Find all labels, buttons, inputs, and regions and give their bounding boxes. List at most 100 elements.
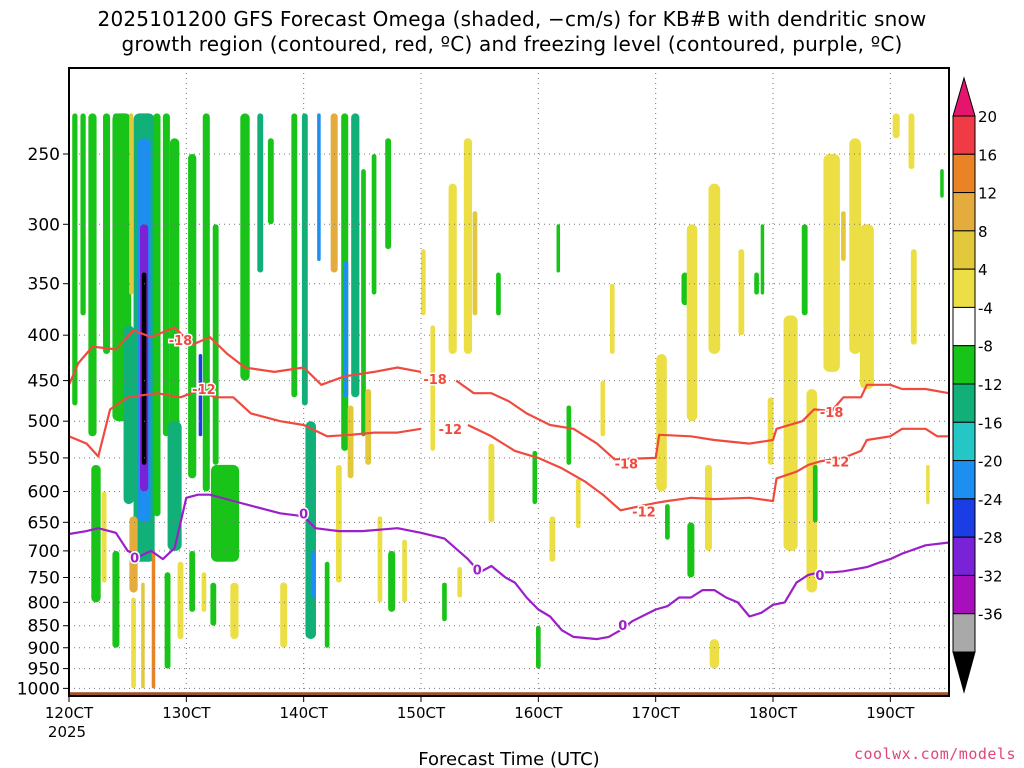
colorbar-swatch	[952, 498, 976, 538]
colorbar-swatch	[952, 192, 976, 232]
omega-patch	[72, 113, 78, 406]
contour-label: 0	[130, 551, 139, 566]
omega-patch	[188, 154, 197, 479]
omega-patch	[472, 211, 478, 316]
y-tick-label: 800	[28, 593, 60, 613]
colorbar-label: -4	[978, 299, 993, 317]
terrain-band	[69, 692, 949, 696]
omega-patch	[940, 169, 944, 198]
omega-patch	[681, 272, 689, 306]
omega-patch	[849, 138, 861, 354]
contour-label: 0	[815, 569, 824, 584]
contour-label: -12	[439, 423, 463, 438]
omega-patch	[535, 625, 541, 669]
colorbar-label: -36	[978, 606, 1003, 624]
omega-patch	[305, 421, 316, 640]
y-tick-label: 350	[28, 275, 60, 295]
colorbar-label: 12	[978, 185, 997, 203]
colorbar-label: -8	[978, 338, 993, 356]
y-tick-label: 500	[28, 412, 60, 432]
omega-patch	[566, 405, 572, 465]
omega-patch	[704, 464, 712, 551]
colorbar-swatch	[952, 268, 976, 308]
omega-patch	[201, 572, 207, 612]
y-tick-label: 300	[28, 215, 60, 235]
omega-patch	[310, 550, 316, 598]
grid-layer	[69, 68, 949, 696]
omega-patch	[738, 249, 745, 336]
omega-patch	[385, 138, 392, 250]
omega-patch	[212, 224, 219, 465]
omega-patch	[301, 113, 308, 406]
omega-patch	[377, 516, 383, 603]
freezing-level-contour	[69, 493, 949, 641]
omega-patch	[177, 561, 184, 640]
omega-patch	[202, 113, 210, 492]
omega-patch	[488, 443, 495, 523]
omega-patch	[421, 249, 426, 316]
plot-frame	[68, 67, 950, 697]
y-tick-label: 950	[28, 660, 60, 680]
x-tick-label: 180CT	[749, 704, 798, 722]
colorbar-label: -24	[978, 491, 1003, 509]
omega-patch	[162, 113, 170, 437]
omega-patch	[549, 516, 556, 562]
colorbar-swatch	[952, 153, 976, 194]
omega-patch	[324, 561, 330, 648]
omega-patch	[291, 113, 298, 398]
contour-label: -12	[826, 455, 850, 470]
colorbar-swatch	[952, 613, 976, 653]
omega-patch	[88, 113, 97, 437]
omega-patch	[210, 582, 217, 626]
omega-patch	[164, 572, 171, 669]
omega-patch	[575, 478, 581, 529]
chart-title-line-1: 2025101200 GFS Forecast Omega (shaded, −…	[97, 7, 927, 31]
omega-patch	[841, 211, 846, 262]
omega-patch	[317, 113, 321, 262]
omega-patch	[365, 389, 372, 465]
omega-patch	[463, 138, 473, 354]
colorbar-label: -20	[978, 453, 1003, 471]
contour-label: -18	[169, 334, 193, 349]
omega-patch	[656, 353, 667, 492]
omega-patch	[129, 113, 134, 295]
omega-patch	[101, 491, 107, 583]
omega-patch	[280, 582, 288, 648]
colorbar-swatch	[952, 536, 976, 576]
omega-patch	[709, 639, 720, 669]
y-tick-label: 1000	[17, 679, 60, 699]
colorbar-label: 20	[978, 108, 997, 126]
omega-patch	[609, 283, 615, 354]
contour-label: -18	[820, 406, 844, 421]
omega-patch	[330, 113, 338, 273]
omega-patch	[267, 138, 274, 225]
omega-patch	[496, 272, 501, 316]
omega-patch	[556, 224, 561, 273]
y-tick-label: 750	[28, 568, 60, 588]
colorbar-swatch	[952, 574, 976, 615]
y-tick-label: 600	[28, 482, 60, 502]
omega-patch	[402, 539, 407, 603]
x-tick-label: 190CT	[866, 704, 915, 722]
contour-label: -18	[615, 457, 639, 472]
axes-layer: 2503003504004505005506006507007508008509…	[17, 145, 916, 741]
y-tick-label: 700	[28, 542, 60, 562]
omega-patch	[151, 550, 156, 689]
omega-patch	[760, 224, 765, 295]
colorbar-swatch	[952, 421, 976, 462]
omega-patch	[908, 113, 915, 170]
omega-patch	[686, 224, 698, 422]
omega-shading-layer	[72, 113, 944, 689]
contour-label: 0	[473, 564, 482, 579]
omega-patch	[859, 224, 874, 390]
y-tick-label: 900	[28, 639, 60, 659]
dendritic-contour-m12	[467, 424, 949, 512]
omega-patch	[754, 272, 759, 295]
y-tick-label: 400	[28, 326, 60, 346]
omega-patch	[457, 567, 463, 598]
omega-patch	[343, 261, 349, 398]
colorbar-label: -32	[978, 567, 1003, 585]
contour-label: 0	[299, 507, 308, 522]
omega-patch	[80, 113, 86, 316]
y-tick-label: 250	[28, 145, 60, 165]
